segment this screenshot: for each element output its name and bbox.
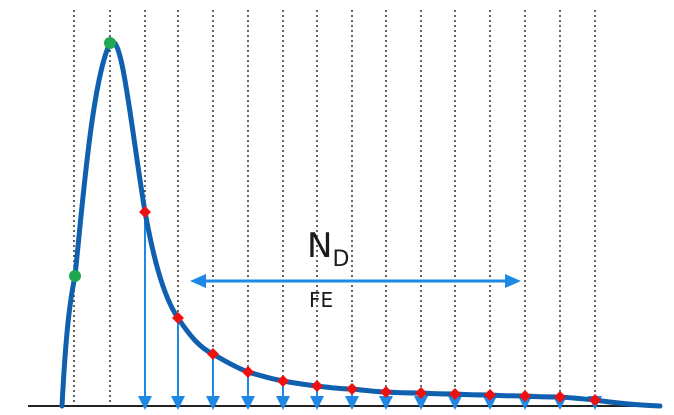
arrow-down-icon bbox=[518, 396, 532, 410]
sample-point-9 bbox=[415, 387, 427, 399]
arrow-down-icon bbox=[310, 396, 324, 410]
double-headed-arrow-icon bbox=[190, 274, 521, 288]
sample-point-11 bbox=[484, 389, 496, 401]
arrow-down-icon bbox=[345, 396, 359, 410]
label-main: ND bbox=[307, 226, 349, 272]
sample-point-13 bbox=[554, 391, 566, 403]
sample-point-6 bbox=[311, 380, 323, 392]
arrow-down-icon bbox=[171, 396, 185, 410]
curve-points bbox=[69, 37, 601, 406]
sample-down-arrows bbox=[138, 212, 602, 410]
sample-point-4 bbox=[242, 366, 254, 378]
arrow-down-icon bbox=[448, 396, 462, 410]
label-main-subscript: D bbox=[332, 247, 349, 272]
sampling-grid-lines bbox=[73, 10, 596, 406]
sample-point-7 bbox=[346, 383, 358, 395]
arrow-down-icon bbox=[241, 396, 255, 410]
sample-point-5 bbox=[277, 375, 289, 387]
arrow-down-icon bbox=[379, 396, 393, 410]
arrow-down-icon bbox=[206, 396, 220, 410]
arrow-down-icon bbox=[483, 396, 497, 410]
peak-point-1 bbox=[69, 270, 81, 282]
sample-point-12 bbox=[519, 390, 531, 402]
sample-point-3 bbox=[207, 348, 219, 360]
sample-point-2 bbox=[172, 312, 184, 324]
label-secondary: FE bbox=[309, 288, 333, 312]
peak-point-2 bbox=[104, 37, 116, 49]
arrow-down-icon bbox=[414, 396, 428, 410]
signal-curve bbox=[59, 39, 663, 409]
sample-point-8 bbox=[380, 386, 392, 398]
label-main-symbol: N bbox=[307, 226, 332, 266]
sample-point-10 bbox=[449, 388, 461, 400]
sample-point-14 bbox=[589, 394, 601, 406]
sample-point-1 bbox=[139, 206, 151, 218]
arrow-down-icon bbox=[276, 396, 290, 410]
arrow-down-icon bbox=[138, 396, 152, 410]
